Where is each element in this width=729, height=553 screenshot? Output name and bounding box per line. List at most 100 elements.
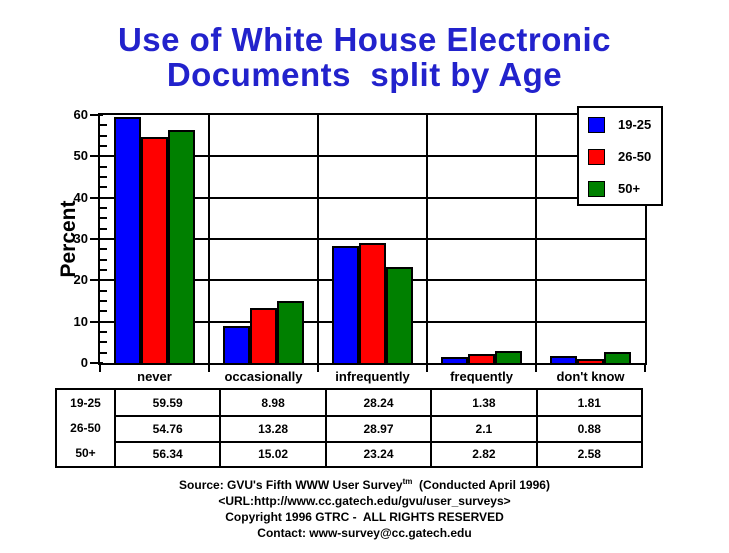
table-cell: 59.59 (114, 390, 219, 416)
y-minor-tick (100, 166, 107, 168)
category-divider (317, 115, 319, 363)
y-minor-tick (100, 300, 107, 302)
bar (441, 357, 468, 363)
chart-title-line-1: Use of White House Electronic (117, 21, 612, 58)
bar (114, 117, 141, 363)
footer-source-line: Source: GVU's Fifth WWW User Surveytm (C… (0, 474, 729, 493)
table-cell: 2.58 (535, 440, 641, 466)
legend-label: 19-25 (618, 117, 652, 132)
bar (141, 137, 168, 363)
table-cell: 13.28 (219, 415, 325, 441)
bar (495, 351, 522, 363)
y-minor-tick (100, 259, 107, 261)
table-cell: 2.1 (430, 415, 536, 441)
bar (223, 326, 250, 363)
table-cell: 0.88 (535, 415, 641, 441)
plot-border (98, 113, 647, 365)
category-divider (208, 115, 210, 363)
x-tick (644, 365, 646, 372)
bar (250, 308, 277, 363)
table-cell: 28.97 (324, 415, 431, 441)
table-cell: 1.38 (430, 390, 535, 416)
table-cell: 15.02 (219, 440, 325, 466)
x-tick (317, 365, 319, 372)
y-tick (90, 362, 103, 364)
table-cell: 1.81 (535, 390, 641, 416)
bar (386, 267, 413, 363)
x-tick (535, 365, 537, 372)
legend-swatch-50+ (588, 181, 605, 197)
bar (359, 243, 386, 363)
y-minor-tick (100, 207, 107, 209)
table-row-label: 26-50 (70, 420, 101, 435)
table-row-label: 19-25 (70, 395, 101, 410)
y-minor-tick (100, 135, 107, 137)
footer-contact-line: Contact: www-survey@cc.gatech.edu (257, 526, 472, 540)
x-category-label: never (137, 369, 172, 384)
chart-title-line-2: Documents split by Age (166, 56, 563, 93)
y-minor-tick (100, 124, 107, 126)
x-category-label: infrequently (335, 369, 410, 384)
y-tick-label: 30 (73, 231, 88, 246)
y-minor-tick (100, 341, 107, 343)
data-table: 19-25 59.59 8.98 28.24 1.38 1.81 26-50 54.76 13.… (55, 388, 643, 468)
legend-label: 50+ (618, 181, 641, 196)
bar (168, 130, 195, 363)
x-category-label: frequently (450, 369, 513, 384)
y-minor-tick (100, 331, 107, 333)
footer: Source: GVU's Fifth WWW User Surveytm (C… (0, 474, 729, 541)
footer-url-line: <URL:http://www.cc.gatech.edu/gvu/user_s… (218, 494, 511, 508)
bar (332, 246, 359, 363)
footer-source-date: (Conducted April 1996) (412, 478, 550, 492)
table-cell: 23.24 (324, 440, 431, 466)
y-minor-tick (100, 352, 107, 354)
gridline (100, 238, 645, 240)
table-cell: 54.76 (114, 415, 220, 441)
bar (550, 356, 577, 363)
legend: 19-25 26-50 50+ (577, 106, 663, 206)
y-minor-tick (100, 217, 107, 219)
table-row-label: 50+ (75, 446, 96, 461)
y-tick-label: 60 (73, 107, 88, 122)
x-tick (208, 365, 210, 372)
y-minor-tick (100, 186, 107, 188)
y-minor-tick (100, 228, 107, 230)
bar (604, 352, 631, 363)
x-category-label: occasionally (224, 369, 303, 384)
y-tick (90, 155, 103, 157)
legend-swatch-19-25 (588, 117, 605, 133)
y-tick-label: 0 (80, 355, 88, 370)
table-cell: 8.98 (219, 390, 324, 416)
y-tick (90, 279, 103, 281)
footer-copyright-line: Copyright 1996 GTRC - ALL RIGHTS RESERVE… (225, 510, 504, 524)
y-tick (90, 321, 103, 323)
gridline (100, 197, 645, 199)
y-minor-tick (100, 269, 107, 271)
y-minor-tick (100, 310, 107, 312)
y-tick-label: 20 (73, 272, 88, 287)
category-divider (535, 115, 537, 363)
trademark-superscript: tm (402, 477, 413, 486)
y-tick-label: 10 (73, 314, 88, 329)
gridline (100, 155, 645, 157)
y-minor-tick (100, 290, 107, 292)
category-divider (426, 115, 428, 363)
y-tick (90, 197, 103, 199)
y-minor-tick (100, 145, 107, 147)
table-cell: 2.82 (430, 440, 536, 466)
y-minor-tick (100, 248, 107, 250)
legend-label: 26-50 (618, 149, 652, 164)
x-category-label: don't know (556, 369, 625, 384)
bar (468, 354, 495, 363)
x-tick (99, 365, 101, 372)
y-minor-tick (100, 176, 107, 178)
chart-title: Use of White House Electronic Documents … (0, 22, 729, 92)
footer-source-text: Source: GVU's Fifth WWW User Survey (179, 478, 403, 492)
table-cell: 56.34 (114, 440, 220, 466)
bar (577, 359, 604, 363)
bar (277, 301, 304, 363)
y-tick (90, 114, 103, 116)
x-tick (426, 365, 428, 372)
